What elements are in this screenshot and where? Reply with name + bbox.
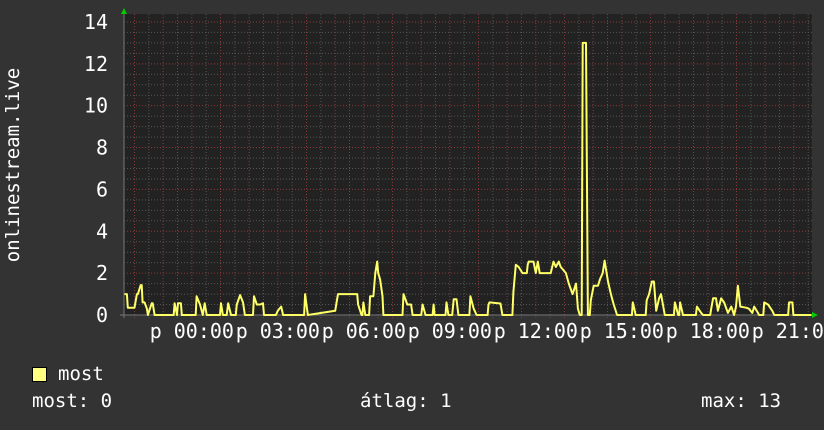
x-tick-label: p 00:00 [150, 319, 234, 343]
y-tick-label: 0 [96, 303, 108, 327]
x-axis-ticks: p 00:00 p 03:00 p 06:00 p 09:00 p 12:00 p 15:… [150, 319, 824, 343]
y-tick-label: 10 [84, 94, 108, 118]
line-chart: 0 2 4 6 8 10 12 14 p 00:00 p 03:00 p 06:00 p 09:00… [2, 8, 824, 343]
y-tick-label: 4 [96, 219, 108, 243]
y-axis-ticks: 0 2 4 6 8 10 12 14 [84, 10, 108, 327]
legend-label: most [58, 363, 104, 385]
y-axis-label: onlinestream.live [2, 68, 24, 262]
y-tick-label: 14 [84, 10, 108, 34]
series-line-most [124, 41, 812, 316]
y-tick-label: 8 [96, 136, 108, 160]
x-tick-label: p 12:00 [494, 319, 578, 343]
x-tick-label: p 15:00 [580, 319, 664, 343]
x-tick-label: p 06:00 [322, 319, 406, 343]
y-tick-label: 6 [96, 177, 108, 201]
y-axis-arrow-icon [121, 8, 127, 14]
plot-area [124, 14, 812, 315]
grid [124, 14, 812, 318]
y-tick-label: 12 [84, 52, 108, 76]
stat-maximum: max: 13 [701, 390, 782, 412]
y-tick-label: 2 [96, 261, 108, 285]
legend: most [32, 363, 104, 385]
stat-current: most: 0 [32, 390, 113, 412]
x-tick-label: p 03:00 [236, 319, 320, 343]
data-points [124, 42, 812, 316]
x-tick-label: p 09:00 [408, 319, 492, 343]
x-tick-label: p 18:00 [666, 319, 750, 343]
stat-average: átlag: 1 [360, 390, 452, 412]
legend-swatch [32, 366, 47, 382]
x-tick-label: p 21:00 [752, 319, 824, 343]
x-axis-arrow-icon [812, 312, 818, 318]
